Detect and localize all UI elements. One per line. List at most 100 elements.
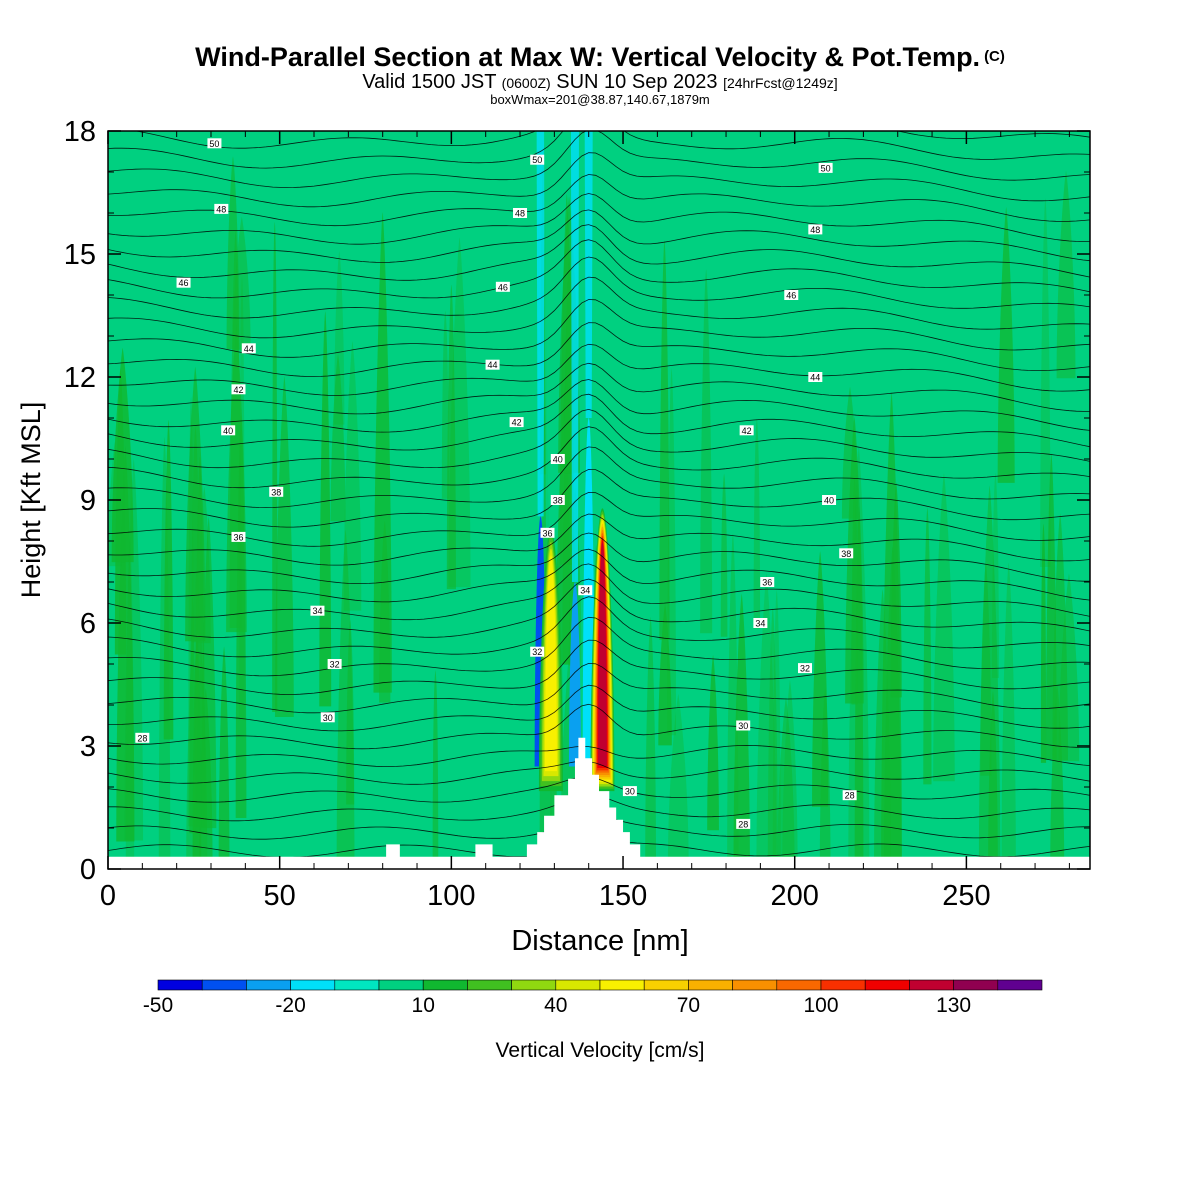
weak-updraft-streak: [819, 688, 831, 869]
theta-label-bg: [135, 732, 150, 743]
theta-label-bg: [784, 290, 799, 300]
theta-label: 34: [753, 618, 768, 629]
theta-label-bg: [760, 577, 775, 587]
valid-utc: (0600Z): [501, 75, 551, 91]
theta-label-text: 30: [738, 721, 748, 731]
vertical-velocity-field: [108, 146, 1080, 869]
theta-label-bg: [736, 818, 751, 829]
theta-contour-line: [108, 70, 1090, 128]
theta-contour-line: [108, 596, 1090, 658]
theta-label-bg: [540, 527, 555, 538]
downdraft-core: [568, 582, 581, 767]
theta-label: 44: [241, 343, 256, 354]
theta-label: 38: [550, 495, 565, 506]
theta-contour-labels: 50 48 46 44 42 40 38 36 34 32 30 28 50 48 46 44 42 40 38 36…: [135, 138, 857, 829]
y-tick-label: 0: [80, 854, 96, 886]
colorbar-swatch: [378, 979, 424, 991]
weak-updraft-streak: [111, 347, 134, 563]
weak-updraft-streak: [667, 368, 677, 736]
theta-label: 40: [221, 425, 236, 436]
y-tick-label: 6: [80, 608, 96, 640]
theta-label-bg: [269, 486, 284, 497]
colorbar-swatch: [290, 979, 336, 991]
theta-label: 48: [214, 203, 229, 214]
weak-updraft-streak: [446, 284, 456, 590]
colorbar-swatch: [776, 979, 822, 991]
weak-updraft-streak: [782, 680, 798, 869]
plot-area: 50 48 46 44 42 40 38 36 34 32 30 28 50 48 46 44 42 40 38 36…: [108, 70, 1090, 869]
theta-label: 50: [818, 162, 833, 173]
theta-contour-line: [108, 578, 1090, 638]
theta-label-bg: [808, 224, 823, 235]
theta-label-text: 28: [137, 733, 147, 743]
x-tick-label: 0: [100, 880, 116, 912]
box-info: boxWmax=201@38.87,140.67,1879m: [490, 92, 710, 107]
theta-label-bg: [818, 162, 833, 173]
theta-label: 50: [530, 154, 545, 165]
theta-label: 42: [739, 425, 754, 436]
x-tick-label: 50: [264, 880, 296, 912]
theta-contour-line: [108, 131, 1090, 169]
theta-label: 32: [798, 663, 813, 674]
valid-time: Valid 1500 JST (0600Z) SUN 10 Sep 2023 […: [0, 72, 1200, 93]
theta-label: 42: [509, 417, 524, 428]
theta-label-text: 42: [233, 385, 243, 395]
weak-updraft-streak: [235, 415, 247, 819]
theta-label-text: 50: [209, 139, 219, 149]
theta-contour-line: [108, 446, 1090, 509]
theta-contour-line: [108, 532, 1090, 584]
theta-label-text: 48: [216, 204, 226, 214]
theta-contour-line: [108, 224, 1090, 281]
theta-label-bg: [310, 605, 325, 616]
theta-label-text: 42: [742, 426, 752, 436]
theta-label-text: 40: [223, 426, 233, 436]
theta-label: 48: [808, 224, 823, 235]
theta-label-text: 34: [755, 619, 765, 629]
terrain: [108, 737, 1090, 869]
colorbar-tick-label: 130: [936, 994, 971, 1017]
theta-label-text: 30: [625, 787, 635, 797]
title-block: Wind-Parallel Section at Max W: Vertical…: [0, 42, 1200, 107]
weak-updraft-streak: [432, 670, 439, 869]
colorbar-swatch: [909, 979, 954, 991]
theta-label: 32: [530, 646, 545, 657]
theta-label: 30: [622, 786, 637, 797]
y-axis-label: Height [Kft MSL]: [16, 402, 46, 599]
theta-contour-line: [108, 322, 1090, 377]
theta-label: 44: [485, 359, 500, 370]
theta-contour-line: [108, 491, 1090, 547]
theta-contour-line: [108, 256, 1090, 319]
theta-label-text: 30: [323, 713, 333, 723]
chart-title-text: Wind-Parallel Section at Max W: Vertical…: [195, 42, 981, 72]
theta-label: 36: [231, 531, 246, 542]
weak-updraft-streak: [667, 693, 689, 869]
theta-contour-line: [108, 426, 1090, 489]
theta-label: 28: [135, 732, 150, 743]
colorbar-tick-label: 70: [677, 994, 700, 1017]
weak-updraft-streak: [756, 573, 777, 869]
y-tick-label: 18: [64, 116, 96, 148]
theta-label: 38: [269, 486, 284, 497]
valid-prefix: Valid 1500 JST: [362, 71, 497, 93]
valid-day: SUN 10 Sep 2023: [556, 71, 718, 93]
colorbar-swatch: [643, 979, 689, 991]
colorbar-tick-label: -20: [275, 994, 305, 1017]
colorbar-swatch: [820, 979, 866, 991]
theta-label-text: 40: [824, 496, 834, 506]
theta-contour-line: [108, 209, 1090, 263]
theta-label-bg: [739, 425, 754, 436]
theta-contours: [108, 70, 1090, 858]
theta-label-text: 38: [841, 549, 851, 559]
theta-contour-line: [108, 174, 1090, 227]
theta-contour-line: [108, 513, 1090, 566]
weak-updraft-streak: [659, 240, 670, 640]
colorbar-swatch: [599, 979, 645, 991]
theta-contour-line: [108, 362, 1090, 415]
colorbar-swatch: [246, 979, 291, 991]
theta-contour-line: [108, 616, 1090, 677]
theta-label-text: 42: [512, 418, 522, 428]
theta-label-bg: [221, 425, 236, 436]
weak-updraft-streak: [1058, 573, 1080, 762]
colorbar-swatch: [157, 979, 203, 991]
